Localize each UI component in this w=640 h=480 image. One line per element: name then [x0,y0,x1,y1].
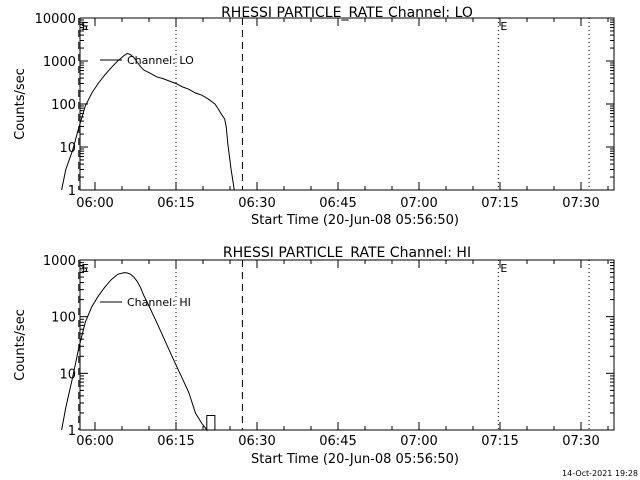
x-tick-label: 07:30 [562,196,599,211]
edge-marker-label: E [82,20,89,33]
time-marker-label: S [81,20,88,33]
chart-title: RHESSI PARTICLE_RATE Channel: LO [221,5,473,21]
x-tick-label: 07:00 [400,434,437,449]
x-tick-label: 06:15 [157,434,194,449]
y-tick-label: 10000 [35,12,76,27]
y-axis-label: Counts/sec [13,68,28,140]
x-axis-label: Start Time (20-Jun-08 05:56:50) [251,213,459,228]
legend-label: Channel: LO [127,54,194,67]
chart-title: RHESSI PARTICLE_RATE Channel: HI [223,245,471,261]
series-line [61,52,235,191]
y-tick-label: 100 [51,311,76,326]
x-tick-label: 06:45 [319,196,356,211]
y-axis-label: Counts/sec [13,309,28,381]
y-tick-label: 1000 [43,254,76,269]
y-tick-label: 1 [68,184,76,199]
x-tick-label: 07:15 [481,434,518,449]
x-tick-label: 06:15 [157,196,194,211]
chart-panel-hi: RHESSI PARTICLE_RATE Channel: HI11010010… [13,245,615,467]
series-line [61,272,216,432]
x-tick-label: 06:00 [76,196,113,211]
time-marker-label: E [500,20,507,33]
time-marker-label: E [500,262,507,275]
x-axis-label: Start Time (20-Jun-08 05:56:50) [251,452,459,467]
x-tick-label: 07:00 [400,196,437,211]
y-tick-label: 1 [68,424,76,439]
x-tick-label: 06:30 [238,196,275,211]
y-tick-label: 100 [51,98,76,113]
legend-label: Channel: HI [127,296,191,309]
chart-panel-lo: RHESSI PARTICLE_RATE Channel: LO11010010… [13,5,615,228]
x-tick-label: 06:30 [238,434,275,449]
time-marker-label: S [81,262,88,275]
x-tick-label: 06:45 [319,434,356,449]
y-tick-label: 1000 [43,55,76,70]
plot-frame [79,17,615,191]
x-tick-label: 07:30 [562,434,599,449]
x-tick-label: 07:15 [481,196,518,211]
plot-frame [79,259,615,431]
x-tick-label: 06:00 [76,434,113,449]
footer-timestamp: 14-Oct-2021 19:28 [562,469,638,478]
edge-marker-label: E [82,262,89,275]
